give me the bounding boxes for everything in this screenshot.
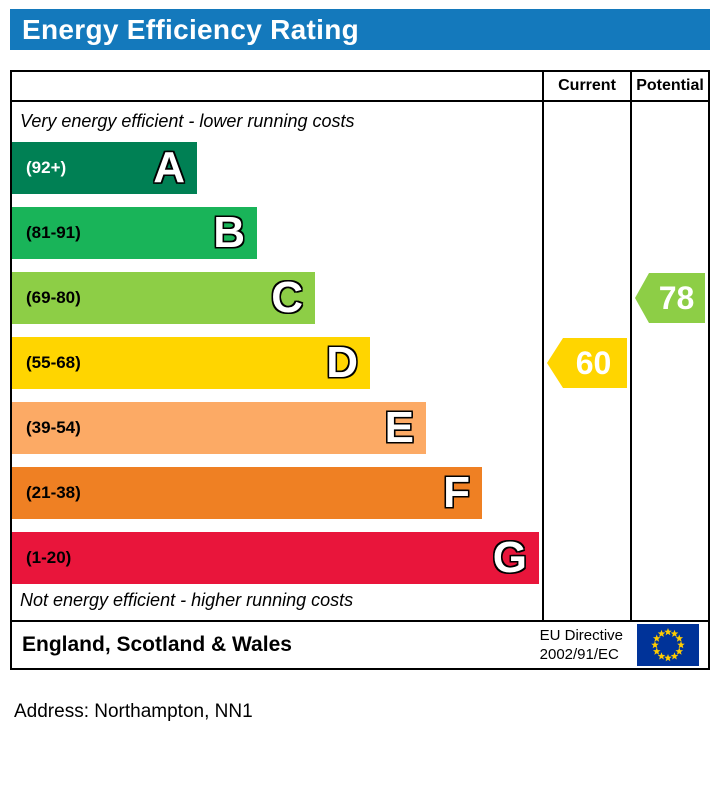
rating-band: (55-68) D [12, 337, 370, 389]
band-letter: G [492, 533, 527, 582]
address-line: Address: Northampton, NN1 [14, 701, 253, 722]
chart-header-spacer [12, 72, 542, 100]
band-letter: D [326, 338, 358, 387]
rating-band-row: (1-20) G [12, 532, 542, 584]
bands-column: Very energy efficient - lower running co… [12, 102, 542, 620]
band-range-label: (55-68) [26, 353, 81, 372]
current-column-header: Current [542, 72, 630, 100]
rating-band: (21-38) F [12, 467, 482, 519]
eu-directive-line1: EU Directive [539, 626, 623, 644]
rating-band-row: (39-54) E [12, 402, 542, 454]
top-note: Very energy efficient - lower running co… [20, 111, 355, 131]
band-letter: E [384, 403, 414, 452]
rating-band: (81-91) B [12, 207, 257, 259]
region-label: England, Scotland & Wales [22, 633, 292, 656]
potential-rating-value: 78 [658, 279, 695, 316]
rating-band-row: (69-80) C [12, 272, 542, 324]
title-bar: Energy Efficiency Rating [10, 9, 710, 50]
rating-band-row: (92+) A [12, 142, 542, 194]
rating-band-row: (55-68) D [12, 337, 542, 389]
band-letter: F [443, 468, 470, 517]
rating-band: (69-80) C [12, 272, 315, 324]
eu-directive-label: EU Directive 2002/91/EC [540, 626, 623, 665]
energy-rating-chart: Current Potential Very energy efficient … [10, 70, 710, 670]
current-rating-tag: 60 [547, 338, 627, 388]
band-letter: B [213, 208, 245, 257]
potential-column: 78 [630, 102, 708, 620]
chart-header-row: Current Potential [12, 72, 708, 102]
rating-band-row: (81-91) B [12, 207, 542, 259]
rating-bands: (92+) A (81-91) B (69-80) C (55-68) D (3… [12, 142, 542, 597]
band-range-label: (92+) [26, 158, 67, 177]
rating-band: (39-54) E [12, 402, 426, 454]
chart-body: Very energy efficient - lower running co… [12, 102, 708, 620]
rating-band: (92+) A [12, 142, 197, 194]
eu-directive-line2: 2002/91/EC [539, 646, 619, 663]
current-rating-value: 60 [575, 344, 612, 381]
potential-rating-tag: 78 [635, 273, 705, 323]
band-range-label: (81-91) [26, 223, 81, 242]
band-range-label: (69-80) [26, 288, 81, 307]
bottom-note: Not energy efficient - higher running co… [20, 590, 354, 610]
band-range-label: (1-20) [26, 548, 72, 567]
page-title: Energy Efficiency Rating [22, 13, 360, 45]
band-range-label: (21-38) [26, 483, 81, 502]
band-letter: C [271, 273, 303, 322]
band-range-label: (39-54) [26, 418, 81, 437]
eu-flag-icon [637, 624, 699, 666]
current-column: 60 [542, 102, 630, 620]
band-letter: A [153, 143, 185, 192]
rating-band-row: (21-38) F [12, 467, 542, 519]
chart-footer: England, Scotland & Wales EU Directive 2… [12, 620, 708, 668]
rating-band: (1-20) G [12, 532, 539, 584]
potential-column-header: Potential [630, 72, 708, 100]
